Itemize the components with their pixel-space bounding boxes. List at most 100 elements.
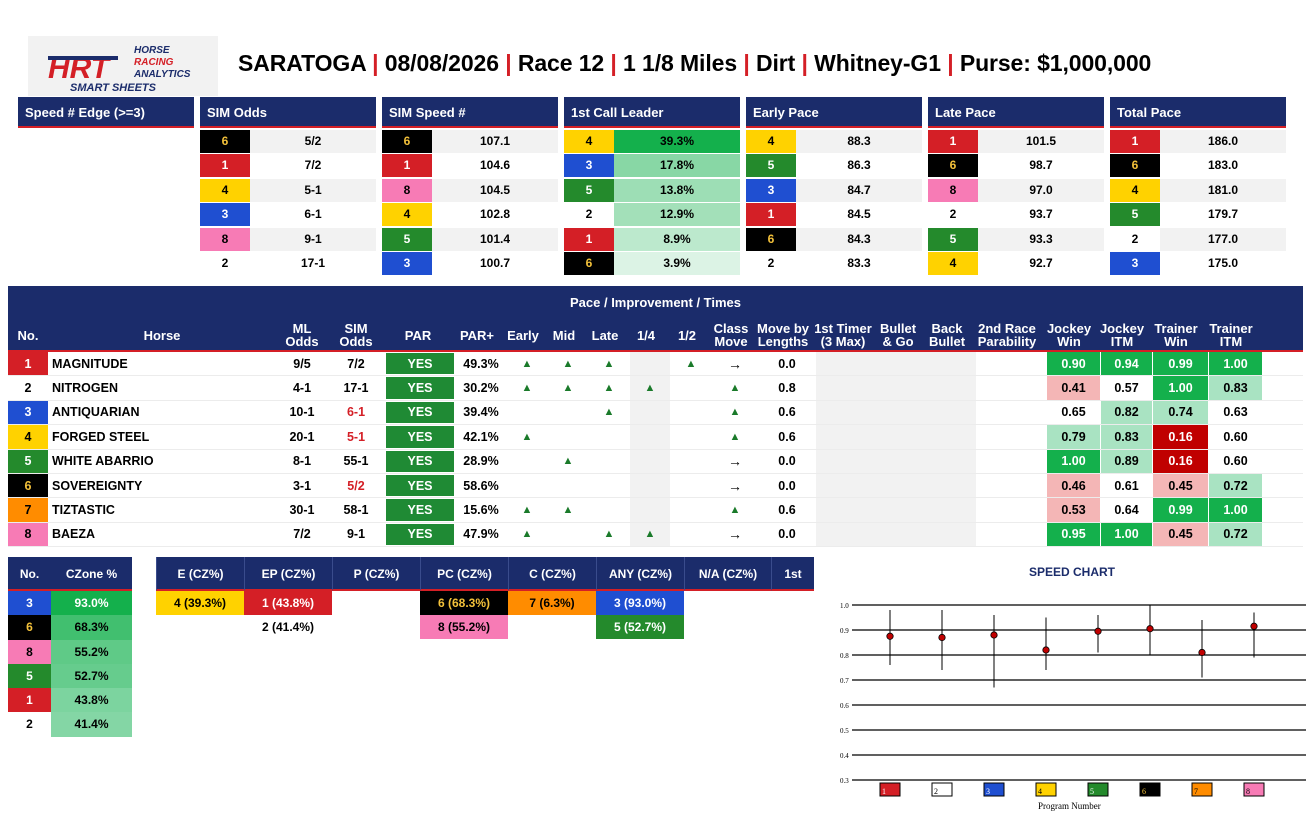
up-triangle-icon bbox=[670, 522, 712, 547]
up-triangle-icon bbox=[670, 400, 712, 425]
total-pace-row: 2 177.0 bbox=[1110, 227, 1286, 252]
sim-odds-value: 17-1 bbox=[250, 252, 376, 275]
up-triangle-icon: ▲ bbox=[630, 376, 670, 400]
program-legend-label: 4 bbox=[1038, 787, 1042, 796]
program-number: 5 bbox=[928, 227, 978, 251]
sim-speed-row: 6 107.1 bbox=[382, 130, 558, 154]
up-triangle-icon bbox=[588, 474, 630, 497]
up-triangle-icon: ▲ bbox=[521, 382, 533, 395]
stat-cell: 0.83 bbox=[1208, 376, 1262, 400]
mbl-cell: 0.0 bbox=[778, 454, 796, 469]
early-pace-row: 4 88.3 bbox=[746, 130, 922, 154]
stat-cell: 0.82 bbox=[1100, 400, 1152, 425]
logo-line3: ANALYTICS bbox=[133, 69, 191, 80]
stat-cell: 1.00 bbox=[1208, 498, 1262, 522]
col-header: No. bbox=[17, 327, 39, 343]
col-header: 1/2 bbox=[677, 327, 697, 343]
late-pace-value: 93.3 bbox=[978, 227, 1104, 251]
mbl-cell: 0.8 bbox=[778, 381, 796, 396]
title-purse: Purse: $1,000,000 bbox=[959, 50, 1152, 76]
program-number: 6 bbox=[564, 252, 614, 275]
program-number: 5 bbox=[8, 449, 48, 473]
stat-cell: 0.99 bbox=[1152, 498, 1208, 522]
stat-cell: 1.00 bbox=[1046, 449, 1100, 473]
ml-cell: 8-1 bbox=[292, 454, 312, 469]
cz-group-cell: 2 (41.4%) bbox=[244, 615, 332, 639]
program-number: 1 bbox=[8, 688, 51, 713]
sim-odds-header: SIM Odds bbox=[200, 97, 376, 128]
czone-row: 8 55.2% bbox=[8, 639, 132, 664]
czone-pct-header: CZone % bbox=[51, 557, 132, 591]
up-triangle-icon bbox=[548, 523, 588, 546]
title-date: 08/08/2026 bbox=[384, 50, 499, 76]
arrow-right-icon: → bbox=[728, 355, 742, 372]
cz-group-cell: 4 (39.3%) bbox=[156, 591, 244, 615]
sim-speed-value: 107.1 bbox=[432, 130, 558, 153]
horse-name: MAGNITUDE bbox=[52, 356, 128, 371]
main-table-body: 1 MAGNITUDE 9/5 7/2 YES 49.3% ▲ ▲ ▲ ▲ → 0.0 0.90 0.94… bbox=[8, 352, 1303, 548]
empty-cell bbox=[878, 522, 926, 547]
mbl-cell: 0.0 bbox=[778, 478, 796, 493]
program-number: 5 bbox=[382, 227, 432, 251]
program-number: 4 bbox=[928, 252, 978, 275]
stat-cell: 0.90 bbox=[1046, 352, 1100, 376]
col-header: SIM Odds bbox=[339, 321, 373, 349]
stat-cell: 0.45 bbox=[1152, 473, 1208, 498]
czone-row: 1 43.8% bbox=[8, 688, 132, 713]
up-triangle-icon: ▲ bbox=[521, 504, 533, 517]
cz-group-header-row: E (CZ%) EP (CZ%) P (CZ%) PC (CZ%) C (CZ%) ANY… bbox=[156, 557, 814, 591]
stat-cell: 0.53 bbox=[1046, 498, 1100, 522]
stat-cell: 0.89 bbox=[1100, 449, 1152, 473]
late-pace-value: 97.0 bbox=[978, 178, 1104, 202]
program-legend-label: 2 bbox=[934, 787, 938, 796]
col-header: Mid bbox=[552, 327, 576, 343]
title-sep: | bbox=[947, 50, 954, 76]
stat-cell: 0.72 bbox=[1208, 473, 1262, 498]
col-header: Jockey ITM bbox=[1099, 321, 1145, 349]
cz-group-cell: 5 (52.7%) bbox=[596, 615, 684, 639]
program-number: 8 bbox=[928, 178, 978, 202]
program-number: 1 bbox=[746, 203, 796, 227]
col-header: 2nd Race Parability bbox=[977, 321, 1037, 349]
program-number: 1 bbox=[8, 352, 48, 376]
first-call-row: 3 17.8% bbox=[564, 154, 740, 178]
program-number: 8 bbox=[382, 178, 432, 202]
stat-cell: 0.83 bbox=[1100, 425, 1152, 449]
col-header: Trainer ITM bbox=[1209, 321, 1253, 349]
up-triangle-icon bbox=[670, 425, 712, 449]
program-number: 5 bbox=[8, 663, 51, 689]
program-number: 6 bbox=[200, 130, 250, 153]
speed-chart-title: SPEED CHART bbox=[1029, 565, 1116, 579]
first-call-value: 39.3% bbox=[614, 130, 740, 153]
empty-cell bbox=[816, 498, 878, 522]
empty-cell bbox=[926, 473, 976, 498]
up-triangle-icon bbox=[548, 425, 588, 448]
up-triangle-icon bbox=[630, 425, 670, 449]
empty-cell bbox=[816, 352, 878, 376]
program-legend-label: 3 bbox=[986, 787, 990, 796]
cz-group-header: EP (CZ%) bbox=[244, 557, 332, 591]
col-header: PAR+ bbox=[459, 327, 495, 343]
up-triangle-icon: ▲ bbox=[729, 504, 741, 517]
late-pace-header: Late Pace bbox=[928, 97, 1104, 128]
title-race: Race 12 bbox=[517, 50, 605, 76]
sim-speed-header: SIM Speed # bbox=[382, 97, 558, 128]
sim-odds-row: 4 5-1 bbox=[200, 178, 376, 203]
program-number: 6 bbox=[1110, 154, 1160, 178]
sim-cell: 17-1 bbox=[343, 381, 369, 396]
czone-value: 55.2% bbox=[51, 639, 132, 664]
program-number: 5 bbox=[746, 154, 796, 178]
horse-name: NITROGEN bbox=[52, 381, 118, 396]
sim-speed-value: 104.5 bbox=[432, 178, 558, 202]
sim-speed-row: 5 101.4 bbox=[382, 227, 558, 252]
early-pace-value: 84.3 bbox=[796, 227, 922, 251]
early-pace-value: 84.5 bbox=[796, 203, 922, 227]
hrt-logo-icon: HRT HORSE RACING ANALYTICS SMART SHEETS bbox=[48, 45, 191, 94]
stat-cell: 1.00 bbox=[1152, 376, 1208, 400]
program-number: 5 bbox=[564, 178, 614, 202]
empty-cell bbox=[976, 376, 1046, 400]
sim-speed-row: 8 104.5 bbox=[382, 178, 558, 203]
col-header: Jockey Win bbox=[1046, 321, 1092, 349]
stat-cell: 0.60 bbox=[1208, 425, 1262, 449]
col-header: PAR bbox=[404, 327, 432, 343]
